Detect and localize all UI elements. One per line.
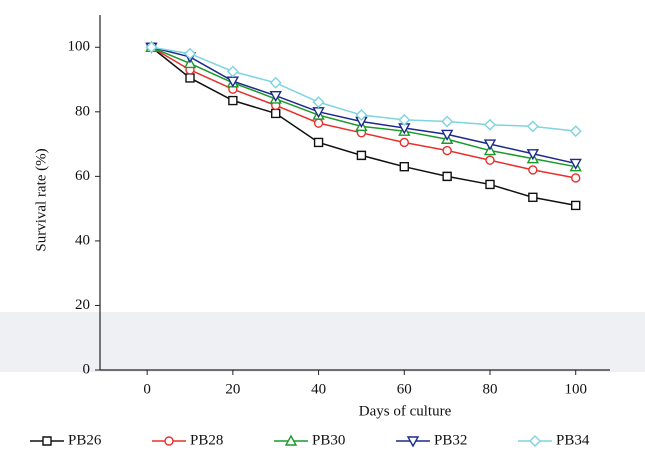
marker bbox=[269, 90, 282, 103]
y-tick-label: 40 bbox=[75, 232, 90, 248]
x-tick-label: 80 bbox=[483, 381, 498, 397]
marker bbox=[440, 129, 454, 141]
background-band bbox=[0, 312, 645, 372]
marker bbox=[569, 158, 582, 170]
legend-marker bbox=[529, 435, 541, 447]
marker bbox=[483, 139, 497, 151]
marker bbox=[571, 173, 581, 183]
x-tick-label: 60 bbox=[397, 381, 412, 397]
marker bbox=[355, 109, 368, 122]
marker bbox=[356, 150, 367, 161]
legend-label: PB26 bbox=[68, 432, 102, 448]
legend-marker bbox=[406, 436, 420, 448]
marker bbox=[269, 76, 282, 89]
marker bbox=[442, 171, 452, 182]
marker bbox=[485, 179, 495, 190]
marker bbox=[571, 200, 581, 211]
marker bbox=[226, 65, 239, 78]
legend-marker bbox=[42, 436, 52, 446]
marker bbox=[484, 118, 496, 131]
marker bbox=[399, 161, 409, 172]
marker bbox=[526, 120, 539, 133]
legend-label: PB34 bbox=[556, 432, 590, 448]
marker bbox=[184, 47, 196, 60]
y-tick-label: 0 bbox=[83, 361, 91, 377]
legend-label: PB28 bbox=[190, 432, 223, 448]
marker bbox=[442, 145, 452, 156]
marker bbox=[526, 149, 540, 161]
marker bbox=[398, 113, 411, 126]
x-tick-label: 40 bbox=[311, 381, 326, 397]
x-axis-label: Days of culture bbox=[359, 403, 452, 419]
x-tick-label: 20 bbox=[225, 381, 240, 397]
marker bbox=[145, 41, 158, 54]
x-tick-label: 100 bbox=[564, 381, 587, 397]
legend-label: PB32 bbox=[434, 432, 467, 448]
y-tick-label: 20 bbox=[75, 297, 90, 313]
y-tick-label: 80 bbox=[75, 103, 90, 119]
marker bbox=[312, 96, 325, 109]
marker bbox=[569, 125, 582, 138]
marker bbox=[441, 115, 454, 128]
marker bbox=[185, 73, 195, 83]
legend-marker bbox=[164, 436, 174, 446]
marker bbox=[313, 137, 324, 148]
x-tick-label: 0 bbox=[143, 381, 151, 397]
marker bbox=[485, 155, 495, 165]
marker bbox=[228, 95, 238, 106]
y-tick-label: 60 bbox=[75, 168, 90, 184]
y-tick-label: 100 bbox=[68, 39, 91, 55]
legend-marker bbox=[284, 434, 298, 446]
marker bbox=[313, 118, 324, 128]
marker bbox=[399, 137, 409, 148]
legend-label: PB30 bbox=[312, 432, 345, 448]
marker bbox=[271, 108, 281, 119]
y-axis-label: Survival rate (%) bbox=[33, 148, 49, 251]
marker bbox=[528, 192, 538, 203]
marker bbox=[528, 165, 538, 175]
